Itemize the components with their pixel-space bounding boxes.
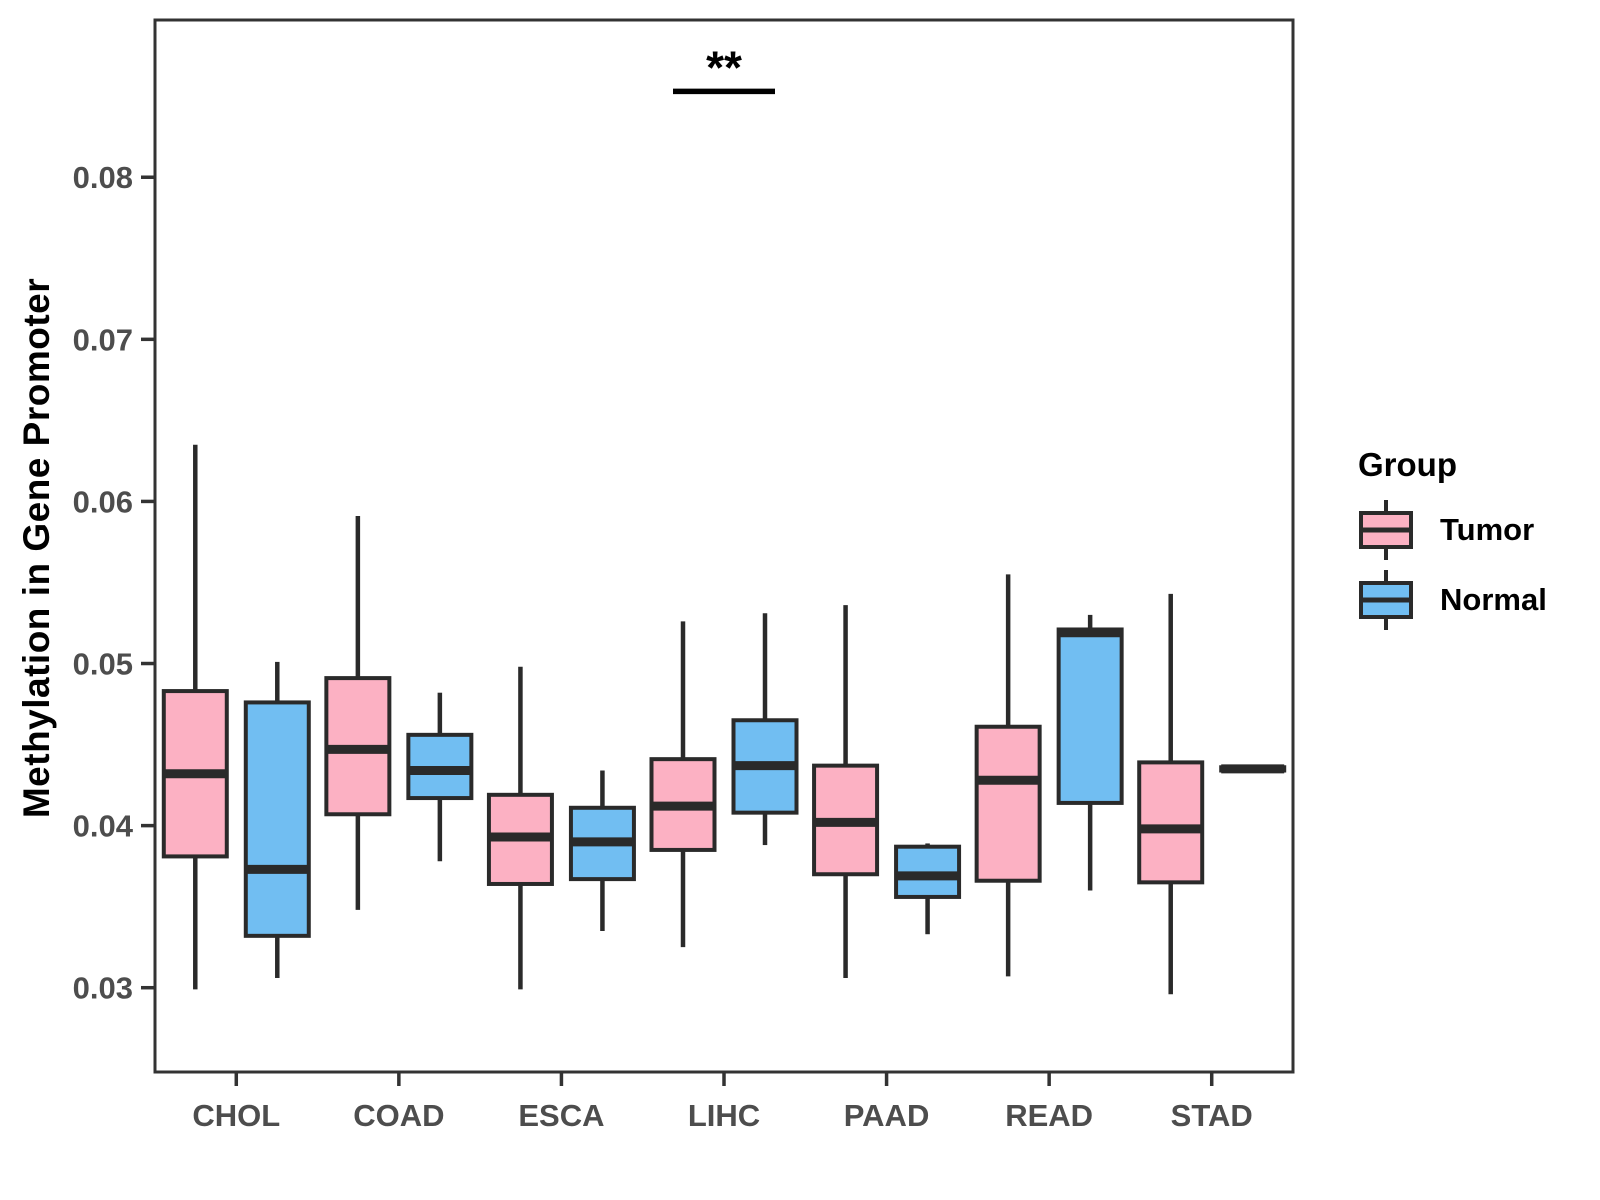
box-normal-stad	[1219, 764, 1287, 774]
y-axis-title: Methylation in Gene Promoter	[16, 277, 57, 819]
box-tumor-esca	[486, 666, 554, 990]
x-tick-label: LIHC	[688, 1098, 760, 1133]
mini-boxplot-icon	[1359, 570, 1413, 630]
box-normal-esca	[568, 770, 636, 931]
box-tumor-stad	[1137, 593, 1205, 995]
y-tick-label: 0.05	[73, 647, 133, 682]
box-tumor-lihc	[649, 621, 717, 948]
box-normal-chol	[243, 661, 311, 978]
iqr-box	[1137, 760, 1205, 885]
x-tick-label: STAD	[1171, 1098, 1253, 1133]
box-tumor-chol	[161, 444, 229, 990]
legend: Group Tumor Normal	[1358, 446, 1547, 642]
box-normal-lihc	[731, 613, 799, 846]
legend-label-tumor: Tumor	[1440, 512, 1535, 547]
iqr-box	[243, 700, 311, 938]
mini-boxplot-icon	[1359, 500, 1413, 560]
x-tick-label: CHOL	[192, 1098, 280, 1133]
y-tick-label: 0.06	[73, 484, 133, 519]
legend-item-normal: Normal	[1358, 570, 1547, 630]
normal-boxplot-glyph-icon	[1358, 568, 1414, 632]
legend-label-normal: Normal	[1440, 582, 1547, 617]
box-normal-paad	[894, 843, 962, 935]
y-tick-label: 0.08	[73, 160, 133, 195]
y-tick-label: 0.03	[73, 971, 133, 1006]
legend-item-tumor: Tumor	[1358, 500, 1547, 560]
box-tumor-coad	[324, 516, 392, 910]
iqr-box	[1056, 627, 1124, 805]
x-tick-label: READ	[1005, 1098, 1093, 1133]
significance-stars: **	[706, 41, 742, 93]
box-normal-coad	[406, 692, 474, 862]
x-tick-label: ESCA	[518, 1098, 604, 1133]
box-tumor-paad	[812, 605, 880, 978]
legend-title: Group	[1358, 446, 1457, 483]
panel-border	[153, 18, 1295, 1074]
box-tumor-read	[974, 574, 1042, 977]
x-tick-label: PAAD	[844, 1098, 930, 1133]
y-tick-label: 0.07	[73, 322, 133, 357]
iqr-box	[974, 724, 1042, 883]
box-normal-read	[1056, 614, 1124, 891]
tumor-boxplot-glyph-icon	[1358, 498, 1414, 562]
y-tick-label: 0.04	[73, 809, 134, 844]
x-tick-label: COAD	[353, 1098, 444, 1133]
